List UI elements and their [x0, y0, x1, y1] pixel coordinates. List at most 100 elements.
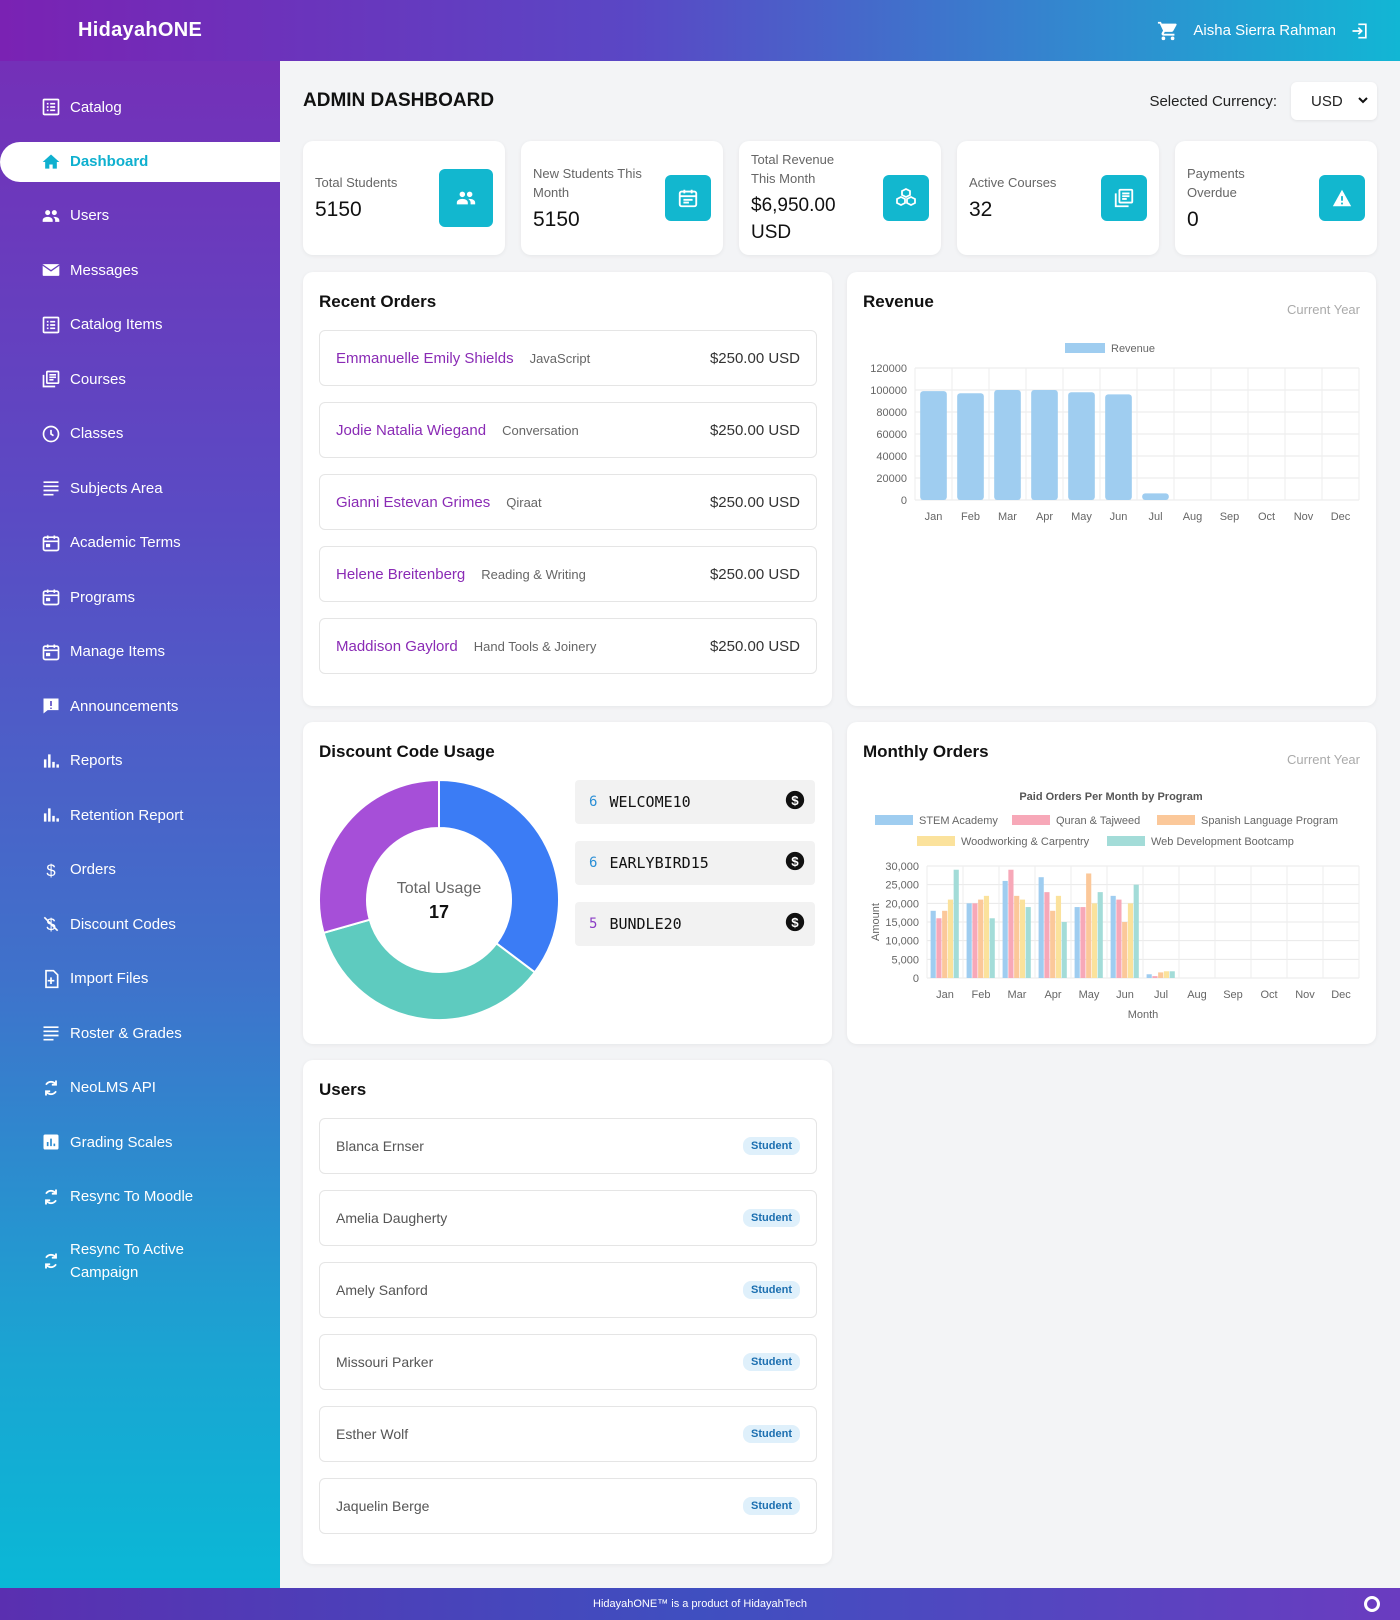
orders-bar[interactable] — [966, 903, 972, 978]
x-tick-label: Sep — [1220, 511, 1240, 523]
orders-bar[interactable] — [1008, 869, 1014, 978]
order-row[interactable]: Jodie Natalia Wiegand Conversation $250.… — [319, 402, 817, 458]
sidebar-item-reports[interactable]: Reports — [0, 734, 280, 789]
logout-icon[interactable] — [1350, 21, 1370, 41]
orders-bar[interactable] — [1152, 976, 1158, 978]
sidebar-item-resync-to-moodle[interactable]: Resync To Moodle — [0, 1170, 280, 1225]
user-row[interactable]: Esther Wolf Student — [319, 1406, 817, 1462]
catalog-icon — [40, 96, 62, 118]
orders-bar[interactable] — [930, 910, 936, 978]
revenue-bar[interactable] — [994, 390, 1021, 500]
sidebar-item-neolms-api[interactable]: NeoLMS API — [0, 1061, 280, 1116]
discount-donut-chart — [318, 778, 560, 1021]
orders-bar[interactable] — [942, 910, 948, 978]
x-tick-label: Jan — [936, 989, 954, 1001]
orders-bar[interactable] — [1110, 895, 1116, 978]
sidebar-item-import-files[interactable]: Import Files — [0, 952, 280, 1007]
sidebar-item-retention-report[interactable]: Retention Report — [0, 788, 280, 843]
orders-bar[interactable] — [1122, 922, 1128, 978]
user-row[interactable]: Jaquelin Berge Student — [319, 1478, 817, 1534]
orders-bar[interactable] — [1002, 880, 1008, 978]
revenue-bar[interactable] — [1142, 493, 1169, 500]
orders-bar[interactable] — [953, 869, 959, 978]
sidebar-item-academic-terms[interactable]: Academic Terms — [0, 516, 280, 571]
sidebar-item-users[interactable]: Users — [0, 189, 280, 244]
order-customer-name[interactable]: Maddison Gaylord — [336, 637, 458, 655]
orders-bar[interactable] — [1038, 877, 1044, 978]
chat-widget-icon[interactable] — [1364, 1596, 1380, 1612]
revenue-bar[interactable] — [957, 393, 984, 500]
sidebar-item-orders[interactable]: $ Orders — [0, 843, 280, 898]
order-row[interactable]: Emmanuelle Emily Shields JavaScript $250… — [319, 330, 817, 386]
orders-bar[interactable] — [1044, 892, 1050, 978]
orders-bar[interactable] — [1116, 899, 1122, 978]
orders-bar[interactable] — [1080, 907, 1086, 978]
sidebar-item-grading-scales[interactable]: Grading Scales — [0, 1115, 280, 1170]
sidebar-item-manage-items[interactable]: Manage Items — [0, 625, 280, 680]
orders-bar[interactable] — [1014, 895, 1020, 978]
orders-bar[interactable] — [1025, 907, 1031, 978]
order-row[interactable]: Gianni Estevan Grimes Qiraat $250.00 USD — [319, 474, 817, 530]
sidebar-item-resync-to-active-campaign[interactable]: Resync To Active Campaign — [0, 1224, 280, 1298]
orders-bar[interactable] — [1097, 892, 1103, 978]
user-row[interactable]: Amely Sanford Student — [319, 1262, 817, 1318]
sidebar-item-discount-codes[interactable]: $ Discount Codes — [0, 897, 280, 952]
orders-bar[interactable] — [978, 899, 984, 978]
sidebar-nav: Catalog Dashboard Users Messages Catalog Ite… — [0, 61, 280, 1298]
order-customer-name[interactable]: Helene Breitenberg — [336, 565, 466, 583]
sidebar-item-programs[interactable]: Programs — [0, 570, 280, 625]
role-badge: Student — [743, 1425, 800, 1443]
discount-code-row[interactable]: 6 EARLYBIRD15 $ — [575, 841, 815, 885]
sidebar-item-roster-grades[interactable]: Roster & Grades — [0, 1006, 280, 1061]
sidebar-item-catalog[interactable]: Catalog — [0, 80, 280, 135]
revenue-bar[interactable] — [920, 391, 947, 500]
sidebar-item-classes[interactable]: Classes — [0, 407, 280, 462]
orders-bar[interactable] — [972, 903, 978, 978]
orders-bar[interactable] — [1158, 972, 1164, 978]
sidebar-item-subjects-area[interactable]: Subjects Area — [0, 461, 280, 516]
discount-code-row[interactable]: 5 BUNDLE20 $ — [575, 902, 815, 946]
brand-logo[interactable]: HidayahONE — [78, 19, 203, 41]
orders-bar[interactable] — [1127, 903, 1134, 978]
orders-bar[interactable] — [1061, 922, 1067, 978]
orders-bar[interactable] — [989, 918, 995, 978]
revenue-bar[interactable] — [1068, 392, 1095, 500]
sidebar-item-announcements[interactable]: Announcements — [0, 679, 280, 734]
orders-bar[interactable] — [1163, 971, 1170, 978]
revenue-bar[interactable] — [1031, 390, 1058, 500]
user-name[interactable]: Aisha Sierra Rahman — [1193, 22, 1336, 39]
orders-bar[interactable] — [1169, 971, 1175, 978]
user-row[interactable]: Blanca Ernser Student — [319, 1118, 817, 1174]
user-row[interactable]: Amelia Daugherty Student — [319, 1190, 817, 1246]
sidebar-item-dashboard[interactable]: Dashboard — [0, 141, 280, 182]
sidebar-item-messages[interactable]: Messages — [0, 243, 280, 298]
order-row[interactable]: Maddison Gaylord Hand Tools & Joinery $2… — [319, 618, 817, 674]
orders-bar[interactable] — [983, 895, 990, 978]
orders-bar[interactable] — [1074, 907, 1080, 978]
donut-slice-bundle20[interactable] — [318, 778, 440, 935]
orders-bar[interactable] — [1091, 903, 1098, 978]
order-customer-name[interactable]: Gianni Estevan Grimes — [336, 493, 491, 511]
user-name: Amelia Daugherty — [336, 1210, 448, 1226]
sync-icon — [40, 1186, 62, 1208]
orders-bar[interactable] — [1019, 899, 1026, 978]
order-customer-name[interactable]: Emmanuelle Emily Shields — [336, 349, 514, 367]
currency-select[interactable]: USD — [1291, 82, 1377, 120]
orders-bar[interactable] — [1050, 910, 1056, 978]
orders-bar[interactable] — [1133, 884, 1139, 978]
discount-code-row[interactable]: 6 WELCOME10 $ — [575, 780, 815, 824]
orders-bar[interactable] — [1146, 974, 1152, 978]
orders-bar[interactable] — [936, 918, 942, 978]
orders-bar[interactable] — [1086, 873, 1092, 978]
donut-slice-welcome10[interactable] — [438, 778, 560, 974]
orders-bar[interactable] — [947, 899, 954, 978]
user-row[interactable]: Missouri Parker Student — [319, 1334, 817, 1390]
sidebar-item-courses[interactable]: Courses — [0, 352, 280, 407]
cart-icon[interactable] — [1157, 20, 1179, 42]
order-customer-name[interactable]: Jodie Natalia Wiegand — [336, 421, 487, 439]
orders-bar[interactable] — [1055, 895, 1062, 978]
order-row[interactable]: Helene Breitenberg Reading & Writing $25… — [319, 546, 817, 602]
donut-slice-earlybird15[interactable] — [322, 918, 537, 1021]
revenue-bar[interactable] — [1105, 394, 1132, 500]
sidebar-item-catalog-items[interactable]: Catalog Items — [0, 298, 280, 353]
